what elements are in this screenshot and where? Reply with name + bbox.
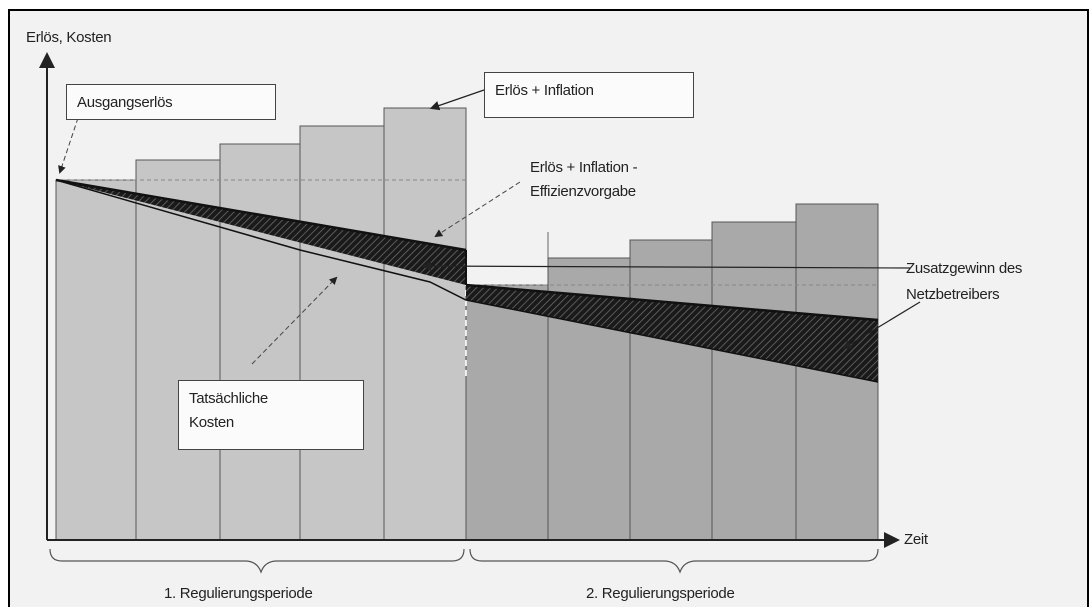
efficiency-line-period-1 <box>55 178 467 252</box>
period-1-label: 1. Regulierungsperiode <box>164 585 313 602</box>
cost-line <box>55 179 879 383</box>
callout-ausgangserloes: Ausgangserlös <box>66 84 276 120</box>
callout-tatsaechliche-kosten: Tatsächliche Kosten <box>178 380 364 450</box>
leader-erloes-inflation <box>429 89 485 111</box>
hatch-zone-period-1 <box>56 180 466 285</box>
bar-p1-5 <box>383 107 467 541</box>
leader-zusatz-2 <box>841 301 921 350</box>
brace-period-2 <box>469 548 879 574</box>
callout-effizienz-line2: Effizienzvorgabe <box>530 183 636 200</box>
brace-period-1 <box>49 548 465 574</box>
bar-p1-3 <box>219 143 301 541</box>
callout-kosten-line2: Kosten <box>189 414 234 431</box>
leader-zusatz-1 <box>421 261 911 271</box>
callout-zusatz-line2: Netzbetreibers <box>906 286 1000 303</box>
period-2-bars <box>465 203 879 541</box>
hatch-zone-period-2 <box>466 285 878 382</box>
callout-erloes-inflation-text: Erlös + Inflation <box>495 82 594 99</box>
period-2-label: 2. Regulierungsperiode <box>586 585 735 602</box>
bar-p2-4 <box>711 221 797 541</box>
bar-p2-1 <box>465 284 549 541</box>
y-axis-label: Erlös, Kosten <box>26 29 112 46</box>
callout-zusatz-line1: Zusatzgewinn des <box>906 260 1023 277</box>
x-axis-label: Zeit <box>904 531 928 548</box>
bar-p1-1 <box>55 179 137 541</box>
period-1-bars <box>55 107 467 541</box>
callout-erloes-inflation: Erlös + Inflation <box>484 72 694 118</box>
efficiency-line-period-2 <box>465 283 879 322</box>
callout-effizienz-line1: Erlös + Inflation - <box>530 159 638 176</box>
leader-effizienz <box>434 181 521 238</box>
callout-zusatzgewinn: Zusatzgewinn des Netzbetreibers <box>906 256 1022 308</box>
leader-ausgangserloes <box>58 117 79 174</box>
callout-effizienzvorgabe: Erlös + Inflation - Effizienzvorgabe <box>520 150 704 218</box>
bar-p1-4 <box>299 125 385 541</box>
leader-kosten <box>251 276 338 365</box>
callout-ausgangserloes-text: Ausgangserlös <box>77 94 173 111</box>
callout-kosten-line1: Tatsächliche <box>189 390 268 407</box>
